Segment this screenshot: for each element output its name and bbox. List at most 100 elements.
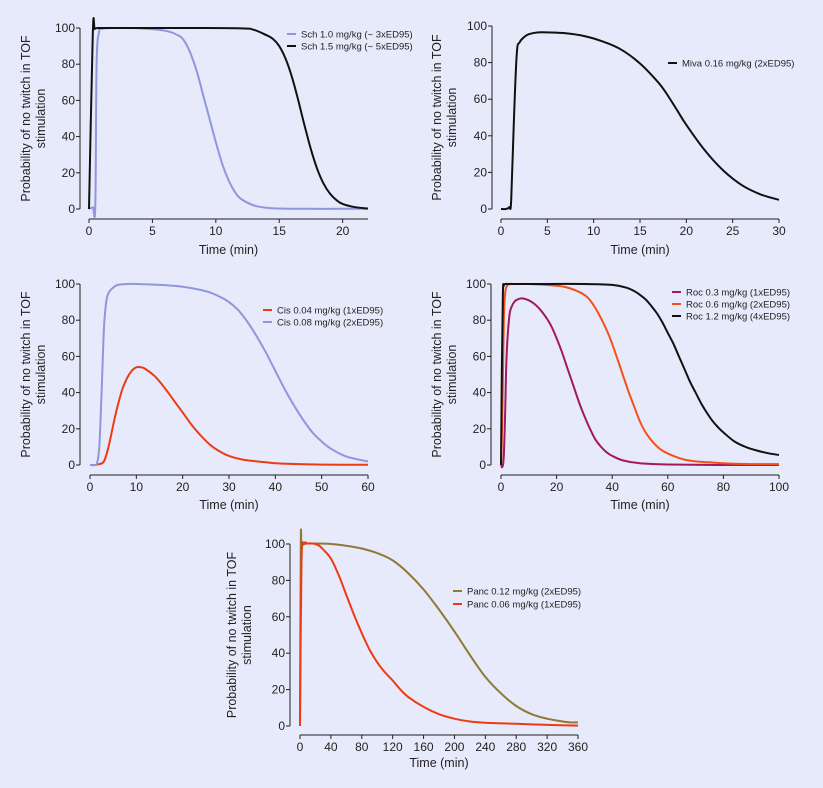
- x-tick-label: 80: [717, 480, 731, 494]
- legend-label: Panc 0.12 mg/kg (2xED95): [467, 587, 581, 598]
- series-line-2: [500, 282, 780, 466]
- x-tick-label: 60: [661, 480, 675, 494]
- y-tick-label: 0: [68, 202, 75, 216]
- chart-panel-succinylcholine: 0 20 40 60 80 100 0 5 10 15 20 Time (min) Probabilit…: [19, 17, 413, 257]
- legend-label: Roc 0.3 mg/kg (1xED95): [686, 288, 790, 299]
- series-line-1: [299, 541, 579, 727]
- y-tick-label: 0: [480, 202, 487, 216]
- y-tick-label: 100: [466, 277, 486, 291]
- y-tick-label: 60: [62, 93, 76, 107]
- y-axis-title: stimulation: [34, 345, 48, 405]
- y-axis-title: stimulation: [34, 89, 48, 149]
- chart-panel-mivacurium: 0 20 40 60 80 100 0 5 10 15 20 25 30 Time (min) Probab…: [430, 19, 794, 257]
- series-line-0: [89, 365, 369, 467]
- series-line-0: [88, 26, 368, 219]
- series-line-0: [500, 297, 780, 469]
- legend-label: Roc 1.2 mg/kg (4xED95): [686, 312, 790, 323]
- series-line-1: [88, 17, 369, 210]
- legend-label: Sch 1.0 mg/kg (~ 3xED95): [301, 30, 413, 41]
- y-tick-label: 60: [272, 610, 286, 624]
- x-tick-label: 20: [550, 480, 564, 494]
- x-tick-label: 0: [498, 480, 505, 494]
- y-axis-title: Probability of no twitch in TOF: [430, 34, 444, 201]
- x-tick-label: 280: [506, 740, 526, 754]
- x-tick-label: 0: [297, 740, 304, 754]
- x-tick-label: 25: [726, 224, 740, 238]
- y-axis-title: stimulation: [240, 605, 254, 665]
- x-axis-title: Time (min): [409, 756, 468, 770]
- y-axis-title: Probability of no twitch in TOF: [19, 35, 33, 202]
- x-tick-label: 20: [336, 224, 350, 238]
- y-axis-title: stimulation: [445, 345, 459, 405]
- legend-label: Miva 0.16 mg/kg (2xED95): [682, 59, 794, 70]
- y-tick-label: 100: [55, 21, 75, 35]
- y-tick-label: 100: [467, 19, 487, 33]
- x-tick-label: 160: [414, 740, 434, 754]
- x-axis-title: Time (min): [199, 498, 258, 512]
- x-tick-label: 40: [606, 480, 620, 494]
- x-axis-title: Time (min): [610, 498, 669, 512]
- x-tick-label: 60: [361, 480, 375, 494]
- x-tick-label: 10: [587, 224, 601, 238]
- legend-label: Cis 0.04 mg/kg (1xED95): [277, 306, 383, 317]
- x-tick-label: 360: [568, 740, 588, 754]
- y-tick-label: 80: [62, 313, 76, 327]
- x-tick-label: 0: [87, 480, 94, 494]
- x-tick-label: 15: [273, 224, 287, 238]
- chart-panel-rocuronium: 0 20 40 60 80 100 0 20 40 60 80 100 Time (min) Probab…: [430, 277, 790, 512]
- y-tick-label: 40: [272, 646, 286, 660]
- y-tick-label: 40: [62, 130, 76, 144]
- y-tick-label: 20: [62, 166, 76, 180]
- y-tick-label: 80: [272, 573, 286, 587]
- y-tick-label: 60: [62, 349, 76, 363]
- x-tick-label: 320: [537, 740, 557, 754]
- x-tick-label: 30: [772, 224, 786, 238]
- x-tick-label: 40: [269, 480, 283, 494]
- y-tick-label: 0: [68, 458, 75, 472]
- y-tick-label: 40: [474, 129, 488, 143]
- y-tick-label: 60: [473, 349, 487, 363]
- x-tick-label: 0: [86, 224, 93, 238]
- x-tick-label: 40: [324, 740, 338, 754]
- y-axis-title: Probability of no twitch in TOF: [430, 291, 444, 458]
- y-axis-title: Probability of no twitch in TOF: [225, 551, 239, 718]
- x-tick-label: 30: [222, 480, 236, 494]
- y-tick-label: 20: [272, 683, 286, 697]
- y-tick-label: 60: [474, 92, 488, 106]
- y-tick-label: 40: [473, 386, 487, 400]
- y-axis-title: Probability of no twitch in TOF: [19, 291, 33, 458]
- series-line-1: [89, 282, 369, 467]
- y-axis-title: stimulation: [445, 88, 459, 148]
- y-tick-label: 80: [473, 313, 487, 327]
- legend-label: Cis 0.08 mg/kg (2xED95): [277, 318, 383, 329]
- x-tick-label: 80: [355, 740, 369, 754]
- x-tick-label: 240: [475, 740, 495, 754]
- y-tick-label: 20: [62, 422, 76, 436]
- x-axis-title: Time (min): [199, 243, 258, 257]
- legend-label: Panc 0.06 mg/kg (1xED95): [467, 600, 581, 611]
- legend-label: Roc 0.6 mg/kg (2xED95): [686, 300, 790, 311]
- x-tick-label: 0: [498, 224, 505, 238]
- y-tick-label: 0: [479, 458, 486, 472]
- y-tick-label: 20: [474, 165, 488, 179]
- x-tick-label: 200: [444, 740, 464, 754]
- x-tick-label: 5: [544, 224, 551, 238]
- y-tick-label: 20: [473, 422, 487, 436]
- x-tick-label: 50: [315, 480, 329, 494]
- legend-label: Sch 1.5 mg/kg (~ 5xED95): [301, 42, 413, 53]
- y-tick-label: 100: [55, 277, 75, 291]
- x-tick-label: 100: [769, 480, 789, 494]
- y-tick-label: 100: [265, 537, 285, 551]
- chart-panel-pancuronium: 0 20 40 60 80 100 0 40 80 120 160 200 240 280 320 360 Ti…: [225, 528, 588, 770]
- y-tick-label: 80: [62, 57, 76, 71]
- x-tick-label: 20: [680, 224, 694, 238]
- x-tick-label: 5: [149, 224, 156, 238]
- x-tick-label: 120: [383, 740, 403, 754]
- series-line-0: [299, 528, 579, 727]
- chart-panel-cisatracurium: 0 20 40 60 80 100 0 10 20 30 40 50 60 Time (min) Proba…: [19, 277, 383, 512]
- y-tick-label: 40: [62, 386, 76, 400]
- y-tick-label: 0: [278, 719, 285, 733]
- y-tick-label: 80: [474, 56, 488, 70]
- x-tick-label: 15: [633, 224, 647, 238]
